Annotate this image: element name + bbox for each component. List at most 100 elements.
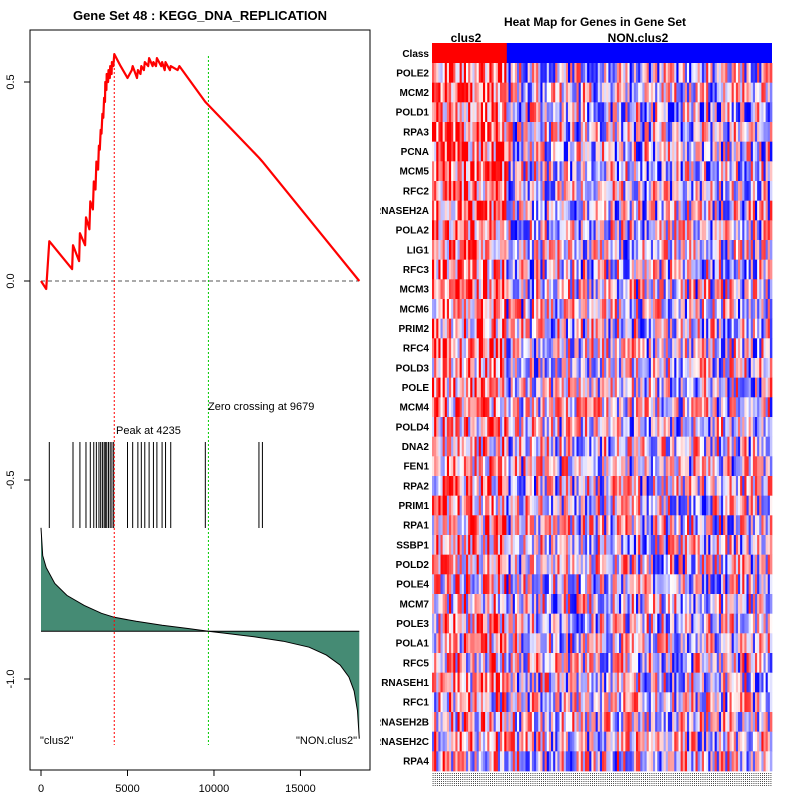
heatmap-cell bbox=[633, 259, 637, 280]
heatmap-cell bbox=[687, 200, 690, 221]
heatmap-cell bbox=[638, 318, 641, 339]
heatmap-cell bbox=[455, 63, 458, 84]
heatmap-cell bbox=[646, 456, 650, 477]
heatmap-cell bbox=[678, 220, 681, 241]
heatmap-cell bbox=[442, 161, 446, 182]
heatmap-cell bbox=[693, 554, 696, 575]
heatmap-cell bbox=[644, 220, 647, 241]
heatmap-cell bbox=[742, 417, 745, 438]
heatmap-cell bbox=[493, 299, 497, 320]
heatmap-cell bbox=[706, 299, 709, 320]
heatmap-cell bbox=[480, 535, 484, 556]
heatmap-cell bbox=[572, 338, 575, 359]
heatmap-cell bbox=[521, 338, 524, 359]
heatmap-cell bbox=[621, 436, 624, 457]
heatmap-cell bbox=[621, 417, 624, 438]
heatmap-cell bbox=[640, 535, 643, 556]
heatmap-cell bbox=[502, 240, 505, 261]
heatmap-cell bbox=[444, 594, 448, 615]
heatmap-cell bbox=[565, 299, 569, 320]
heatmap-cell bbox=[678, 495, 681, 516]
heatmap-cell bbox=[470, 358, 473, 379]
heatmap-cell bbox=[740, 417, 743, 438]
heatmap-cell bbox=[559, 613, 562, 634]
heatmap-cell bbox=[735, 613, 739, 634]
heatmap-cell bbox=[434, 417, 437, 438]
heatmap-row bbox=[432, 279, 773, 300]
heatmap-cell bbox=[610, 495, 613, 516]
heatmap-cell bbox=[576, 299, 579, 320]
heatmap-cell bbox=[655, 554, 658, 575]
heatmap-cell bbox=[763, 397, 766, 418]
heatmap-cell bbox=[500, 141, 503, 162]
heatmap-cell bbox=[527, 161, 531, 182]
heatmap-cell bbox=[478, 299, 482, 320]
heatmap-cell bbox=[502, 436, 505, 457]
heatmap-cell bbox=[746, 220, 749, 241]
heatmap-cell bbox=[457, 436, 460, 457]
heatmap-cell bbox=[538, 476, 541, 497]
heatmap-cell bbox=[718, 82, 722, 103]
heatmap-cell bbox=[621, 141, 624, 162]
heatmap-cell bbox=[453, 279, 456, 300]
heatmap-cell bbox=[529, 436, 533, 457]
heatmap-cell bbox=[616, 279, 620, 300]
heatmap-cell bbox=[657, 122, 660, 143]
heatmap-cell bbox=[442, 476, 446, 497]
heatmap-cell bbox=[712, 554, 715, 575]
heatmap-cell bbox=[444, 220, 448, 241]
heatmap-cell bbox=[642, 535, 645, 556]
heatmap-cell bbox=[538, 82, 541, 103]
heatmap-cell bbox=[740, 102, 743, 123]
heatmap-cell bbox=[633, 141, 637, 162]
heatmap-cell bbox=[459, 141, 463, 162]
heatmap-cell bbox=[495, 200, 499, 221]
heatmap-cell bbox=[519, 495, 522, 516]
heatmap-cell bbox=[461, 515, 465, 536]
heatmap-cell bbox=[682, 397, 686, 418]
heatmap-cell bbox=[531, 240, 535, 261]
heatmap-cell bbox=[744, 436, 747, 457]
heatmap-cell bbox=[644, 417, 647, 438]
heatmap-cell bbox=[699, 181, 703, 202]
heatmap-cell bbox=[718, 633, 722, 654]
heatmap-cell bbox=[525, 122, 528, 143]
heatmap-cell bbox=[523, 594, 526, 615]
heatmap-cell bbox=[514, 436, 518, 457]
heatmap-cell bbox=[742, 141, 745, 162]
heatmap-cell bbox=[487, 220, 490, 241]
heatmap-cell bbox=[536, 259, 539, 280]
heatmap-cell bbox=[483, 495, 486, 516]
heatmap-cell bbox=[655, 122, 658, 143]
heatmap-cell bbox=[436, 515, 439, 536]
heatmap-cell bbox=[697, 181, 701, 202]
heatmap-cell bbox=[610, 161, 613, 182]
heatmap-cell bbox=[561, 535, 565, 556]
heatmap-cell bbox=[572, 358, 575, 379]
heatmap-cell bbox=[691, 82, 694, 103]
heatmap-cell bbox=[742, 456, 745, 477]
heatmap-cell bbox=[510, 161, 514, 182]
heatmap-cell bbox=[650, 240, 654, 261]
heatmap-cell bbox=[712, 613, 715, 634]
heatmap-cell bbox=[553, 220, 556, 241]
heatmap-cell bbox=[453, 456, 456, 477]
heatmap-cell bbox=[716, 554, 720, 575]
heatmap-cell bbox=[461, 417, 465, 438]
heatmap-cell bbox=[735, 633, 739, 654]
heatmap-cell bbox=[689, 495, 692, 516]
heatmap-cell bbox=[674, 220, 677, 241]
heatmap-cell bbox=[625, 653, 628, 674]
heatmap-cell bbox=[595, 653, 599, 674]
heatmap-cell bbox=[701, 377, 705, 398]
heatmap-cell bbox=[625, 141, 628, 162]
heatmap-cell bbox=[582, 476, 586, 497]
heatmap-cell bbox=[440, 279, 443, 300]
heatmap-cell bbox=[485, 397, 488, 418]
heatmap-cell bbox=[704, 161, 707, 182]
heatmap-cell bbox=[663, 377, 667, 398]
heatmap-cell bbox=[585, 279, 588, 300]
heatmap-cell bbox=[514, 82, 518, 103]
heatmap-cell bbox=[531, 82, 535, 103]
heatmap-cell bbox=[640, 161, 643, 182]
